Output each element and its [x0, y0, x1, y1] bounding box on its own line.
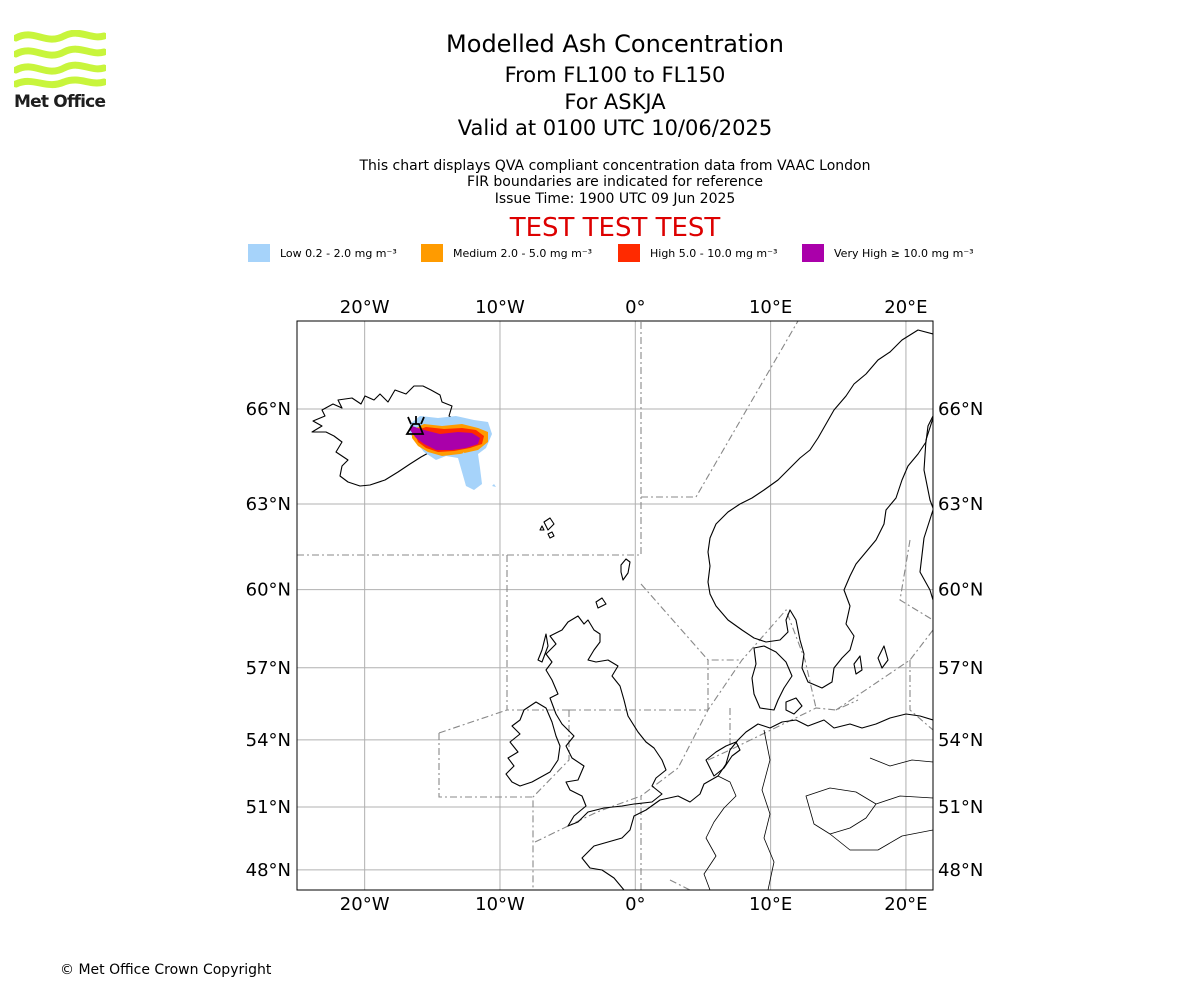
lon-tick-label-bottom: 20°E [884, 894, 927, 915]
valid-time: Valid at 0100 UTC 10/06/2025 [457, 116, 773, 140]
legend-item-high: High 5.0 - 10.0 mg m⁻³ [618, 243, 777, 263]
lon-tick-label-top: 20°W [340, 297, 390, 318]
lat-tick-label-left: 54°N [246, 730, 291, 751]
legend-label-high: High 5.0 - 10.0 mg m⁻³ [650, 246, 778, 260]
lon-tick-label-top: 20°E [884, 297, 927, 318]
lon-tick-label-top: 10°W [475, 297, 525, 318]
legend-label-medium: Medium 2.0 - 5.0 mg m⁻³ [453, 246, 593, 260]
lon-tick-label-bottom: 20°W [340, 894, 390, 915]
chart-title: Modelled Ash Concentration [446, 30, 784, 58]
ash-very-high [410, 426, 480, 450]
legend-swatch-high [618, 244, 640, 262]
lon-tick-label-top: 10°E [749, 297, 792, 318]
met-office-logo: Met Office [12, 29, 108, 112]
lat-tick-label-left: 57°N [246, 658, 291, 679]
legend-label-very-high: Very High ≥ 10.0 mg m⁻³ [834, 246, 974, 260]
lat-tick-label-right: 66°N [938, 399, 983, 420]
ash-concentration-map: 20°W 10°W 0° 10°E 20°E 20°W 10°W 0° 10°E 20°E 66… [246, 297, 984, 915]
lat-tick-label-right: 63°N [938, 494, 983, 515]
coastlines [311, 329, 933, 890]
lon-tick-label-top: 0° [625, 297, 645, 318]
lat-tick-label-left: 63°N [246, 494, 291, 515]
lon-tick-label-bottom: 10°E [749, 894, 792, 915]
volcano-name: For ASKJA [564, 90, 666, 114]
met-office-wave-logo-icon [12, 29, 108, 89]
lat-tick-label-right: 48°N [938, 860, 983, 881]
lat-tick-label-left: 48°N [246, 860, 291, 881]
lon-tick-label-bottom: 0° [625, 894, 645, 915]
legend-swatch-medium [421, 244, 443, 262]
legend-item-low: Low 0.2 - 2.0 mg m⁻³ [248, 243, 397, 263]
met-office-logo-text: Met Office [14, 92, 106, 112]
legend-swatch-low [248, 244, 270, 262]
fir-note: FIR boundaries are indicated for referen… [467, 174, 763, 190]
legend-label-low: Low 0.2 - 2.0 mg m⁻³ [280, 246, 397, 260]
lon-tick-label-bottom: 10°W [475, 894, 525, 915]
lat-tick-label-left: 66°N [246, 399, 291, 420]
lat-tick-label-right: 60°N [938, 580, 983, 601]
legend-swatch-very-high [802, 244, 824, 262]
lat-tick-label-right: 57°N [938, 658, 983, 679]
legend-item-medium: Medium 2.0 - 5.0 mg m⁻³ [421, 243, 592, 263]
qva-note: This chart displays QVA compliant concen… [359, 158, 871, 174]
volcano-icon [405, 416, 425, 435]
flight-level-range: From FL100 to FL150 [504, 63, 726, 87]
legend-item-very-high: Very High ≥ 10.0 mg m⁻³ [802, 243, 974, 263]
issue-time: Issue Time: 1900 UTC 09 Jun 2025 [494, 191, 736, 207]
lat-tick-label-right: 51°N [938, 797, 983, 818]
ash-cloud [410, 416, 496, 490]
map-frame [296, 320, 934, 891]
lat-tick-label-right: 54°N [938, 730, 983, 751]
lat-tick-label-left: 51°N [246, 797, 291, 818]
copyright-notice: © Met Office Crown Copyright [60, 962, 272, 978]
test-banner: TEST TEST TEST [509, 213, 721, 243]
fir-boundaries [297, 321, 933, 890]
lat-tick-label-left: 60°N [246, 580, 291, 601]
